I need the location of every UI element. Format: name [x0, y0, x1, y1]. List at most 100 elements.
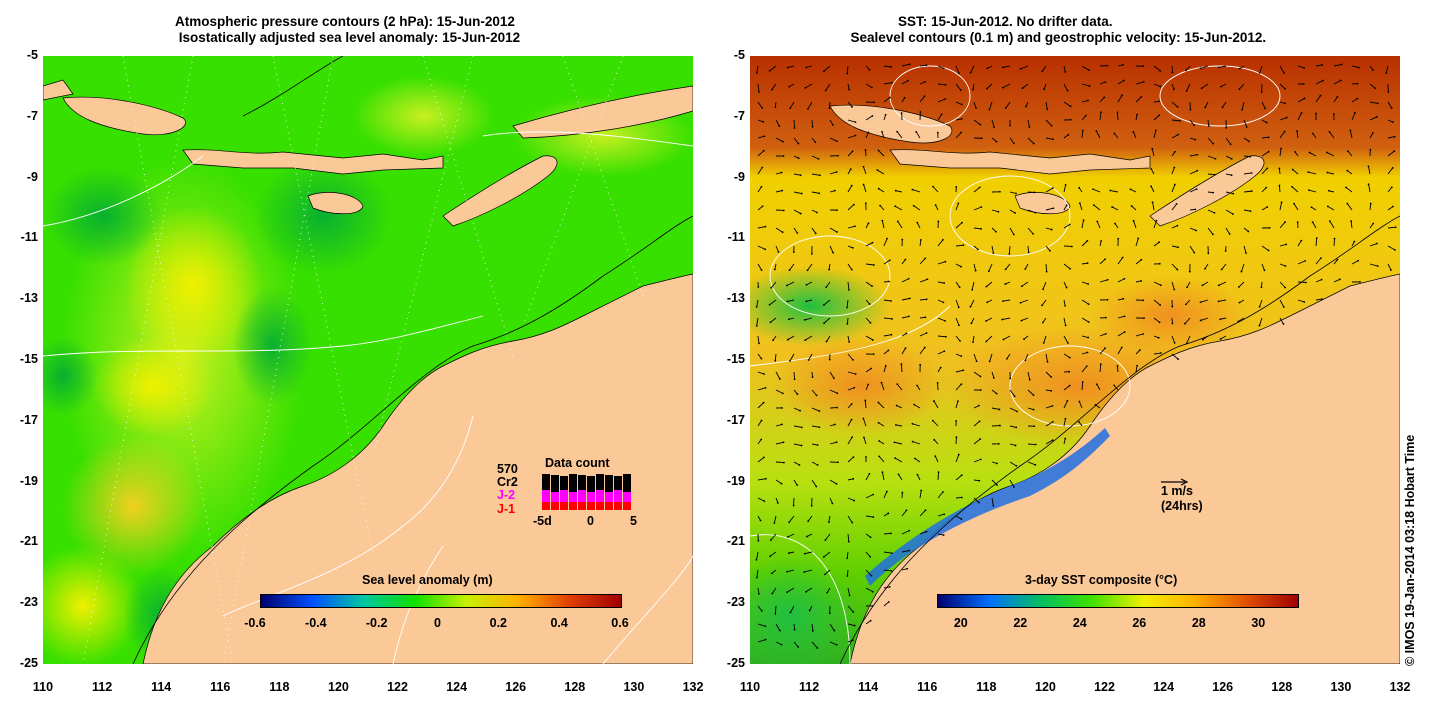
colorbar-tick-label: 22: [1013, 616, 1028, 630]
velocity-vector: [1171, 353, 1179, 360]
velocity-vector-head: [1264, 107, 1267, 110]
velocity-vector-head: [1393, 135, 1396, 138]
velocity-vector: [894, 441, 903, 445]
velocity-vector-head: [1103, 96, 1106, 99]
velocity-vector: [811, 389, 817, 396]
velocity-vector-head: [924, 509, 927, 512]
velocity-vector-head: [888, 280, 890, 283]
velocity-vector-head: [811, 629, 814, 632]
velocity-vector: [757, 639, 766, 643]
velocity-vector-head: [763, 135, 766, 138]
velocity-vector: [1096, 221, 1101, 229]
velocity-vector: [955, 474, 963, 481]
velocity-vector-head: [799, 174, 802, 177]
velocity-vector-head: [1332, 113, 1335, 115]
velocity-vector: [865, 83, 873, 88]
velocity-vector-head: [1232, 213, 1234, 215]
velocity-vector: [847, 119, 856, 123]
velocity-vector: [1009, 443, 1016, 446]
velocity-vector: [1081, 115, 1087, 121]
velocity-vector-head: [771, 88, 773, 91]
velocity-vector-head: [1219, 338, 1222, 340]
velocity-vector-head: [1086, 351, 1089, 354]
velocity-vector: [847, 151, 853, 157]
velocity-vector: [894, 457, 903, 463]
velocity-vector: [1387, 226, 1396, 229]
velocity-vector-head: [1349, 129, 1352, 132]
velocity-vector-head: [800, 426, 803, 429]
velocity-vector-head: [1326, 151, 1328, 154]
histogram-bar-j1: [578, 502, 586, 510]
velocity-vector: [1261, 263, 1265, 271]
velocity-vector-head: [1025, 105, 1027, 108]
velocity-vector: [881, 382, 885, 391]
velocity-vector-head: [1068, 384, 1071, 387]
velocity-vector-head: [815, 394, 818, 397]
velocity-vector: [811, 479, 817, 487]
velocity-vector-head: [1250, 190, 1253, 193]
velocity-vector-head: [833, 189, 836, 192]
velocity-vector: [1009, 209, 1016, 214]
velocity-vector: [829, 171, 837, 175]
velocity-vector-head: [1132, 130, 1135, 133]
velocity-vector: [971, 281, 975, 290]
velocity-vector: [1351, 112, 1356, 121]
velocity-vector: [1387, 150, 1395, 157]
velocity-vector-head: [1374, 87, 1377, 90]
velocity-vector-head: [955, 420, 958, 422]
velocity-vector-head: [1188, 270, 1191, 273]
velocity-vector-head: [1336, 96, 1339, 98]
velocity-vector-head: [925, 332, 928, 334]
velocity-vector: [883, 259, 891, 265]
x-tick-label: 126: [1212, 680, 1234, 694]
velocity-vector-head: [1069, 105, 1072, 108]
velocity-vector: [1045, 137, 1054, 140]
velocity-vector-head: [803, 319, 806, 321]
velocity-vector-head: [1154, 129, 1157, 132]
velocity-vector-head: [818, 426, 821, 429]
velocity-vector-head: [979, 123, 982, 126]
velocity-vector-head: [755, 324, 758, 327]
x-tick-label: 120: [328, 680, 349, 694]
velocity-vector-head: [755, 576, 758, 579]
velocity-vector-head: [774, 106, 777, 108]
velocity-vector: [757, 119, 764, 123]
velocity-vector-head: [890, 81, 893, 84]
velocity-vector: [1207, 209, 1215, 214]
velocity-vector-head: [793, 628, 796, 631]
velocity-vector-head: [1284, 221, 1286, 223]
velocity-vector: [955, 132, 962, 139]
velocity-vector-head: [851, 521, 854, 524]
velocity-vector: [1116, 365, 1119, 373]
velocity-vector-head: [1278, 184, 1281, 187]
velocity-vector-head: [1086, 262, 1089, 265]
sst-colorbar: [937, 594, 1299, 608]
velocity-vector: [863, 437, 867, 445]
north-islands: [512, 85, 693, 139]
velocity-vector-head: [1159, 304, 1162, 306]
colorbar-tick-label: -0.2: [365, 616, 388, 630]
velocity-vector: [757, 387, 766, 391]
velocity-vector-head: [1207, 252, 1210, 255]
velocity-vector-head: [1266, 206, 1269, 208]
velocity-vector: [1150, 168, 1155, 175]
velocity-vector: [1063, 385, 1070, 391]
velocity-vector-head: [979, 438, 982, 440]
velocity-vector: [1006, 353, 1011, 359]
velocity-vector-head: [901, 491, 904, 494]
velocity-vector: [1220, 83, 1227, 88]
velocity-vector-head: [1104, 347, 1106, 350]
velocity-vector-head: [759, 519, 762, 522]
sla-colorbar: [260, 594, 622, 608]
velocity-vector-head: [1240, 270, 1243, 273]
velocity-vector-head: [848, 594, 851, 597]
velocity-vector-head: [896, 383, 899, 385]
velocity-vector-head: [764, 625, 767, 628]
velocity-vector-head: [1100, 240, 1102, 242]
velocity-vector: [883, 350, 889, 355]
velocity-vector: [1081, 317, 1089, 323]
velocity-vector: [919, 332, 927, 337]
colorbar-tick-label: 26: [1132, 616, 1147, 630]
velocity-vector-head: [846, 323, 849, 325]
velocity-vector-head: [1046, 108, 1049, 111]
